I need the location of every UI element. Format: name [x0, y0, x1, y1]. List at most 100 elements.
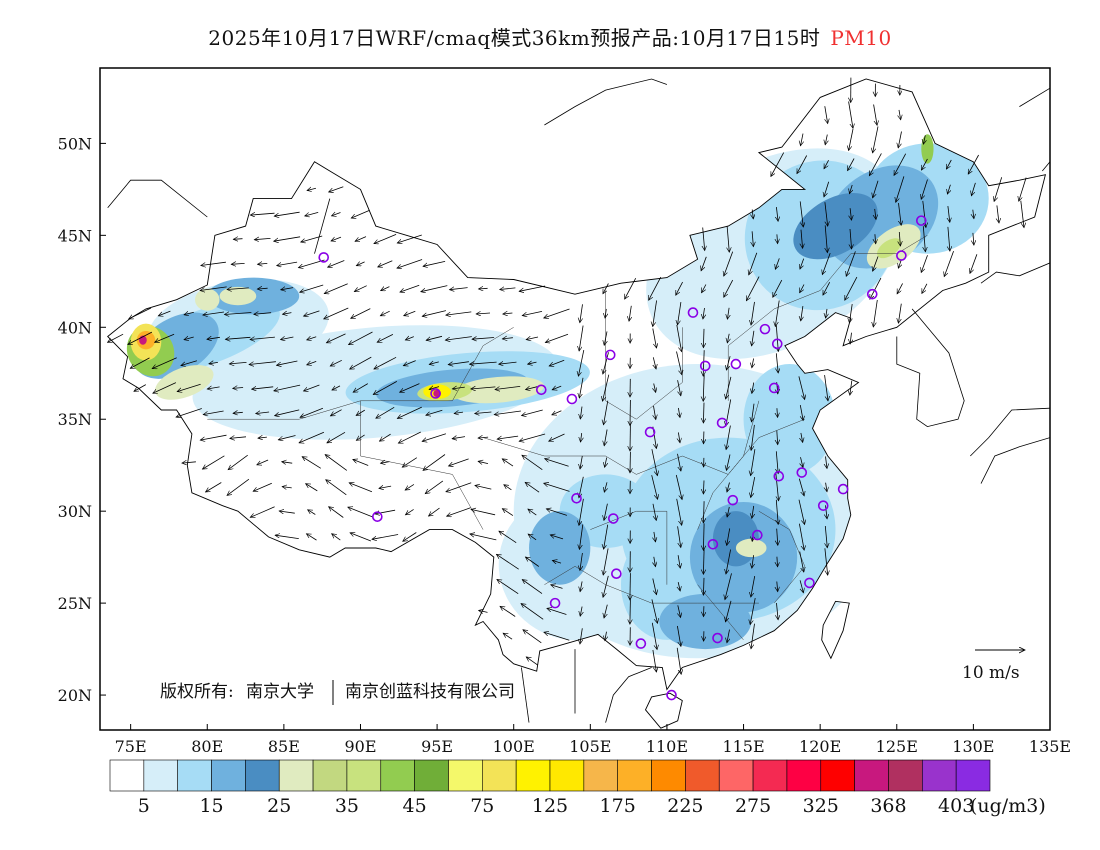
wind-arrow	[994, 177, 1003, 201]
station-marker-icon	[716, 417, 728, 429]
wind-arrow	[494, 410, 521, 415]
wind-arrow	[423, 454, 446, 471]
wind-arrow	[229, 362, 247, 364]
wind-arrow	[703, 480, 704, 495]
colorbar-swatch	[718, 759, 754, 792]
colorbar-swatch	[549, 759, 585, 792]
colorbar-swatch	[617, 759, 652, 792]
china-border	[107, 78, 1047, 729]
wind-arrow	[777, 556, 778, 567]
wind-arrow	[353, 459, 369, 466]
wind-arrow	[727, 528, 731, 545]
wind-arrow	[944, 250, 954, 277]
wind-arrow	[752, 358, 754, 368]
pm10-contour	[735, 538, 767, 558]
wind-arrow	[445, 336, 472, 341]
colorbar-swatch	[312, 759, 348, 792]
wind-arrow	[426, 335, 443, 340]
colorbar-swatch	[583, 759, 618, 792]
station-marker-icon	[768, 382, 780, 394]
colorbar-swatch	[211, 759, 246, 792]
colorbar: 5 15 25 35 45 75 125 175 225 275 325 368 403	[109, 759, 991, 817]
wind-arrow	[522, 311, 543, 315]
wind-arrow	[549, 359, 565, 366]
wind-arrow	[826, 505, 828, 519]
colorbar-label: 225	[667, 795, 703, 817]
pm10-contour	[793, 192, 878, 260]
map-frame	[99, 67, 1051, 731]
latitude-axis: 50N 45N 40N 35N 30N 25N 20N	[58, 134, 106, 705]
wind-arrow	[421, 285, 448, 292]
wind-arrow	[873, 180, 879, 198]
wind-arrow	[850, 380, 852, 396]
wind-arrow	[850, 228, 852, 249]
colorbar-swatch	[414, 759, 449, 792]
wind-arrow	[726, 356, 731, 370]
province-border	[544, 566, 759, 604]
wind-arrow	[349, 483, 373, 493]
wind-arrow	[777, 581, 778, 592]
colorbar-swatch	[820, 759, 855, 792]
wind-arrow	[446, 311, 472, 315]
wind-arrow	[703, 328, 704, 348]
wind-arrow	[403, 532, 417, 542]
wind-arrow	[823, 160, 829, 169]
wind-arrow	[875, 234, 876, 244]
wind-arrow	[654, 531, 656, 542]
wind-arrow	[605, 457, 607, 468]
wind-arrow	[502, 338, 513, 339]
wind-arrow	[675, 474, 682, 500]
pm10-contour	[195, 288, 220, 311]
wind-arrow	[822, 282, 831, 295]
wind-arrow	[580, 304, 583, 322]
wind-arrow	[397, 259, 423, 269]
wind-arrow	[873, 256, 879, 272]
wind-arrow	[899, 203, 902, 225]
wind-arrow	[397, 406, 422, 418]
wind-arrow	[654, 556, 656, 567]
wind-arrow	[652, 328, 657, 349]
wind-arrow	[921, 255, 928, 272]
wind-arrow	[304, 384, 320, 391]
province-border	[697, 400, 760, 530]
wind-arrow	[304, 310, 320, 316]
wind-arrow	[256, 412, 270, 414]
wind-arrow	[184, 337, 194, 340]
wind-arrow	[374, 234, 397, 243]
wind-arrow	[206, 482, 222, 493]
wind-arrow	[873, 299, 878, 327]
wind-arrow	[604, 331, 607, 345]
wind-arrow	[351, 308, 371, 319]
wind-arrow	[703, 501, 704, 523]
wind-arrow	[499, 362, 517, 364]
wind-arrow	[332, 213, 341, 216]
wind-arrow	[552, 560, 562, 563]
wind-arrow	[752, 403, 755, 422]
wind-arrow	[330, 409, 342, 417]
wind-arrow	[948, 206, 950, 222]
wind-arrow	[678, 432, 680, 442]
wind-arrow	[228, 454, 248, 470]
lon-tick-label: 90E	[344, 737, 376, 756]
wind-arrow	[653, 357, 656, 369]
wind-arrow	[377, 334, 394, 343]
wind-arrow	[128, 331, 153, 345]
wind-arrow	[727, 506, 729, 517]
colorbar-swatch	[482, 759, 517, 792]
wind-arrow	[727, 333, 729, 343]
wind-arrow	[155, 333, 175, 342]
wind-arrow	[528, 534, 537, 541]
wind-arrow	[422, 310, 446, 317]
wind-arrow	[227, 288, 249, 290]
wind-arrow	[776, 207, 778, 221]
wind-arrow	[896, 283, 903, 294]
wind-arrow	[652, 649, 657, 672]
station-marker-icon	[804, 577, 815, 589]
wind-arrow	[800, 580, 803, 593]
lat-tick-label: 45N	[58, 226, 92, 245]
colorbar-swatch	[955, 759, 991, 792]
wind-arrow	[225, 337, 251, 339]
wind-arrow	[423, 261, 446, 266]
pm10-contour	[712, 511, 759, 567]
wind-arrow	[470, 534, 497, 541]
